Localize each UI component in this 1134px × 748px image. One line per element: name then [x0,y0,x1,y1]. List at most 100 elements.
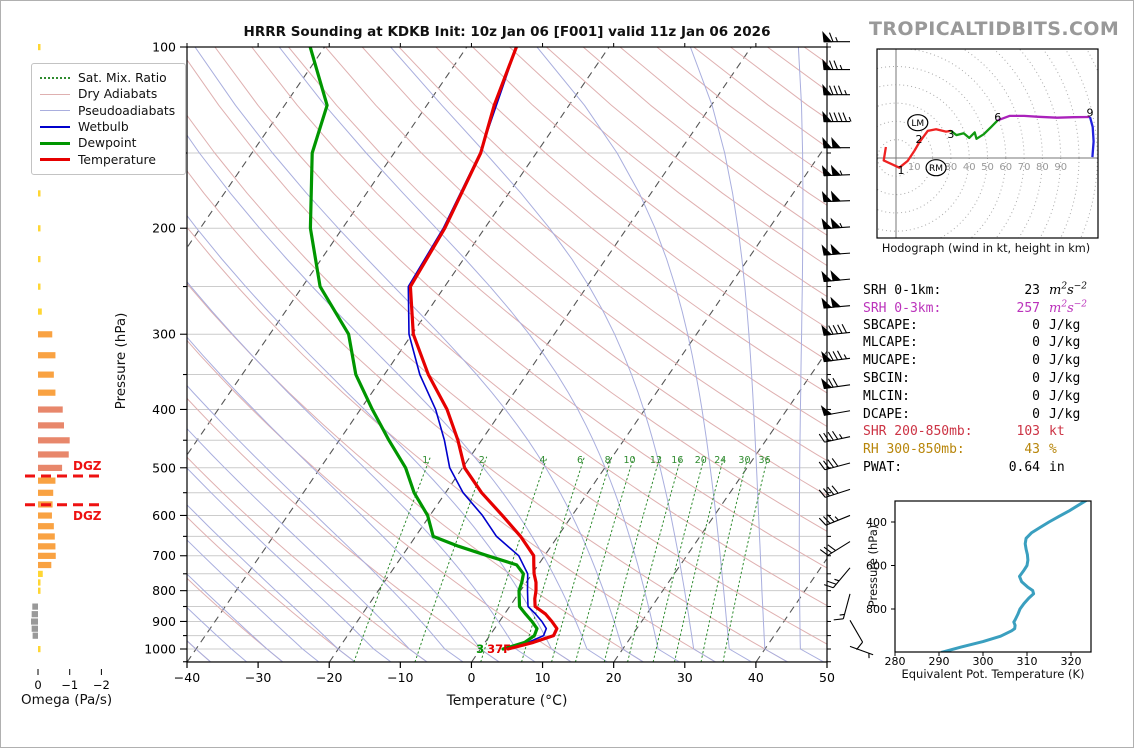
index-unit: J/kg [1049,388,1081,404]
index-row: MUCAPE: 0 J/kg [863,353,1115,371]
index-row: SBCIN: 0 J/kg [863,371,1115,389]
theta-e-panel: 280 290 300 310 320 400 600 800 [866,500,1092,668]
omega-bar [31,625,38,632]
index-row: DCAPE: 0 J/kg [863,407,1115,425]
pressure-tick-label: 400 [152,402,176,417]
mixing-ratio-label: 20 [695,455,707,466]
wind-barb [818,430,851,443]
mixing-ratio-label: 36 [758,455,770,466]
hodograph-height-label: 1 [897,164,904,177]
theta-e-x-tick: 280 [885,655,906,668]
index-row: SHR 200-850mb: 103 kt [863,424,1115,442]
index-label: MUCAPE: [863,353,918,369]
legend-line-sample [40,110,70,112]
omega-bar [31,618,38,625]
index-value: 0 [1032,353,1040,369]
index-value: 257 [1016,301,1040,317]
index-unit: m2s−2 [1049,299,1088,317]
index-value: 0 [1032,388,1040,404]
legend-line-sample [40,126,70,129]
wind-barb [823,567,851,589]
wind-barb [822,110,852,123]
legend-item: Wetbulb [40,119,175,135]
hodograph-segment-9km-up [1088,116,1095,158]
x-tick-label: 30 [677,670,693,685]
wind-barb [821,270,851,282]
index-label: MLCIN: [863,388,910,404]
x-tick-label: −30 [245,670,271,685]
omega-bar [38,561,52,569]
legend-label: Temperature [78,152,156,167]
omega-bar [38,331,53,338]
index-row: SBCAPE: 0 J/kg [863,318,1115,336]
index-label: DCAPE: [863,406,910,422]
omega-bar [38,308,42,315]
wind-barb [821,377,851,390]
legend-item: Pseudoadiabats [40,103,175,119]
pressure-tick-label: 1000 [144,642,176,657]
legend-item: Sat. Mix. Ratio [40,70,175,86]
mixing-ratio-label: 13 [650,455,662,466]
x-tick-label: 0 [467,670,475,685]
theta-e-p-tick: 600 [866,560,887,573]
index-label: SBCIN: [863,370,910,386]
hodograph-ring-label: 70 [1018,162,1031,173]
wind-barb [821,324,851,336]
index-value: 0 [1032,335,1040,351]
legend-label: Sat. Mix. Ratio [78,71,167,86]
index-unit: J/kg [1049,317,1081,333]
x-tick-label: 20 [606,670,622,685]
site-watermark: TROPICALTIDBITS.COM [869,18,1120,40]
mixing-ratio-label: 30 [738,455,750,466]
index-value: 43 [1024,442,1040,458]
pressure-axis-label: Pressure (hPa) [113,312,129,410]
theta-e-axis-label: Equivalent Pot. Temperature (K) [901,667,1085,681]
legend-line-sample [40,141,70,145]
theta-e-line [940,501,1088,652]
x-tick-label: 50 [819,670,835,685]
wind-barb [822,84,850,96]
wind-barb-column [818,31,874,659]
mixing-ratio-label: 6 [577,455,583,466]
index-unit: J/kg [1049,406,1081,422]
index-row: PWAT: 0.64 in [863,460,1115,478]
legend-label: Dewpoint [78,136,137,151]
omega-bar [38,579,41,586]
pressure-tick-label: 800 [152,583,176,598]
pressure-tick-label: 900 [152,614,176,629]
mixing-ratio-label: 24 [714,455,726,466]
wind-barb [821,350,851,363]
index-value: 103 [1016,424,1040,440]
wind-barb [820,405,851,416]
omega-bar [38,44,41,51]
theta-e-x-tick: 320 [1061,655,1082,668]
index-label: RH 300-850mb: [863,442,965,458]
temperature-axis-label: Temperature (°C) [446,693,568,709]
wind-barb [819,541,851,556]
index-row: MLCAPE: 0 J/kg [863,335,1115,353]
omega-bar [32,632,38,639]
hodograph-caption: Hodograph (wind in kt, height in km) [881,242,1091,255]
omega-bar [38,477,56,484]
pressure-tick-label: 200 [152,221,176,236]
hodograph-ring-label: 90 [1054,162,1067,173]
theta-e-p-tick: 400 [866,516,887,529]
pressure-tick-label: 100 [152,40,176,55]
omega-bar [38,437,70,444]
storm-motion-marker [907,114,929,132]
hodograph-ring-label: 40 [963,162,976,173]
omega-panel: 0 −1 −2 DGZ DGZ [25,44,110,692]
index-label: SBCAPE: [863,317,918,333]
hodograph-panel: 10203040506070809012369LMRM [876,48,1099,239]
wind-barb [821,243,851,256]
omega-bar [38,389,56,396]
omega-bar [38,190,41,197]
wind-barb [849,645,874,659]
omega-bar [38,406,63,413]
index-unit: in [1049,459,1065,475]
index-unit: J/kg [1049,335,1081,351]
legend-item: Dry Adiabats [40,86,175,102]
page-title: HRRR Sounding at KDKB Init: 10z Jan 06 [… [243,24,771,40]
